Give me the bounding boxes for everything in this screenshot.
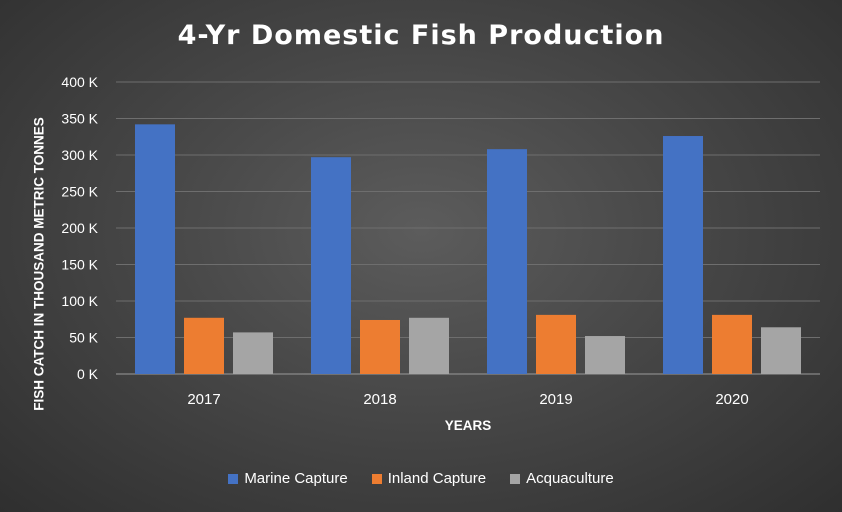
bar-acquaculture-2019: [585, 336, 625, 374]
legend-swatch: [228, 473, 239, 484]
bar-inland-capture-2020: [712, 314, 752, 374]
bar-inland-capture-2017: [184, 317, 224, 374]
legend-item: Marine Capture: [228, 470, 348, 487]
bar-acquaculture-2018: [409, 317, 449, 374]
legend-label: Marine Capture: [244, 470, 348, 487]
bar-marine-capture-2020: [663, 136, 703, 374]
y-tick-label: 400 K: [61, 74, 98, 90]
y-tick-label: 150 K: [61, 257, 98, 273]
chart-title: 4-Yr Domestic Fish Production: [177, 20, 665, 51]
y-tick-label: 100 K: [61, 293, 98, 309]
bar-inland-capture-2019: [536, 314, 576, 374]
legend-item: Inland Capture: [371, 470, 487, 487]
chart-legend: Marine Capture Inland Capture Acquaculture: [0, 470, 842, 487]
y-tick-label: 300 K: [61, 147, 98, 163]
x-tick-label: 2017: [187, 391, 220, 408]
y-tick-label: 350 K: [61, 111, 98, 127]
x-tick-label: 2019: [539, 391, 572, 408]
y-tick-label: 200 K: [61, 220, 98, 236]
x-axis-title: YEARS: [444, 418, 492, 433]
y-tick-label: 0 K: [77, 366, 99, 382]
bar-acquaculture-2017: [233, 332, 273, 374]
x-tick-label: 2020: [715, 391, 748, 408]
bar-acquaculture-2020: [761, 327, 801, 374]
legend-swatch: [510, 473, 521, 484]
legend-label: Acquaculture: [526, 470, 614, 487]
bar-marine-capture-2019: [487, 149, 527, 374]
bar-inland-capture-2018: [360, 319, 400, 374]
legend-label: Inland Capture: [387, 470, 487, 487]
y-tick-label: 250 K: [61, 184, 98, 200]
legend-item: Acquaculture: [510, 470, 614, 487]
bar-marine-capture-2018: [311, 157, 351, 374]
bar-marine-capture-2017: [135, 124, 175, 374]
x-tick-label: 2018: [363, 391, 396, 408]
legend-swatch: [371, 473, 382, 484]
y-tick-label: 50 K: [69, 330, 98, 346]
